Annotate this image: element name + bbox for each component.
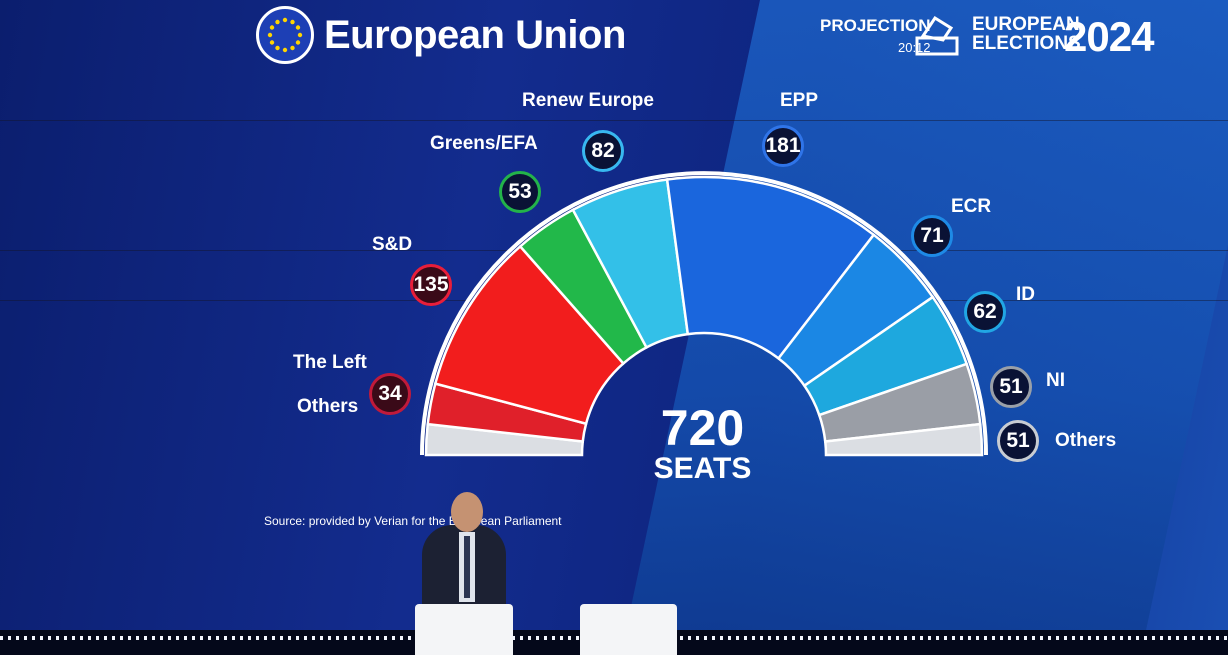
lectern-left xyxy=(415,604,513,655)
speaker-head xyxy=(451,492,483,532)
eu-flag-icon xyxy=(256,6,314,64)
projection-label: PROJECTION xyxy=(820,16,931,35)
page-title: European Union xyxy=(324,12,626,57)
label-ni: NI xyxy=(1046,370,1065,391)
eu-star-icon xyxy=(295,40,301,45)
label-epp: EPP xyxy=(780,90,819,111)
total-seats: 720 SEATS xyxy=(640,402,765,484)
elections-line2: ELECTIONS xyxy=(972,33,1081,54)
badge-sd: 135 xyxy=(410,264,452,306)
label-id: ID xyxy=(1016,284,1035,305)
projection-block: PROJECTION 20:12 xyxy=(820,16,931,55)
seg-epp xyxy=(665,175,876,361)
badge-greens: 53 xyxy=(499,171,541,213)
speaker-tie xyxy=(464,536,470,598)
label-renew: Renew Europe xyxy=(522,90,654,111)
label-others-left: Others xyxy=(297,396,359,417)
label-greens: Greens/EFA xyxy=(430,133,538,154)
badge-ni: 51 xyxy=(990,366,1032,408)
badge-left: 34 xyxy=(369,373,411,415)
label-ecr: ECR xyxy=(951,196,992,217)
seg-others-right xyxy=(823,422,984,457)
ballot-box-icon xyxy=(915,15,959,56)
elections-label: EUROPEAN ELECTIONS xyxy=(972,15,1081,53)
eu-star-icon xyxy=(269,40,275,45)
eu-star-icon xyxy=(267,32,273,38)
total-seats-number: 720 xyxy=(660,400,745,456)
elections-line1: EUROPEAN xyxy=(972,14,1080,35)
badge-ecr: 71 xyxy=(911,215,953,257)
eu-star-icon xyxy=(290,19,295,25)
eu-star-icon xyxy=(275,45,280,51)
badge-id: 62 xyxy=(964,291,1006,333)
eu-star-icon xyxy=(297,32,303,38)
eu-star-icon xyxy=(290,45,295,51)
eu-star-icon xyxy=(275,19,280,25)
badge-renew: 82 xyxy=(582,130,624,172)
election-year: 2024 xyxy=(1064,13,1154,60)
label-left: The Left xyxy=(293,352,367,373)
badge-others: 51 xyxy=(997,420,1039,462)
eu-star-icon xyxy=(282,47,288,53)
eu-star-icon xyxy=(295,25,301,30)
source-note: Source: provided by Verian for the Europ… xyxy=(264,514,562,528)
projection-time: 20:12 xyxy=(897,40,931,55)
scanline xyxy=(0,120,1228,121)
eu-header: European Union xyxy=(256,6,626,64)
lectern-right xyxy=(580,604,677,655)
badge-epp: 181 xyxy=(762,125,804,167)
total-seats-unit: SEATS xyxy=(653,452,752,485)
eu-star-icon xyxy=(269,25,275,30)
label-others-right: Others xyxy=(1055,430,1117,451)
label-sd: S&D xyxy=(372,234,413,255)
eu-star-icon xyxy=(282,17,288,23)
hemicycle-rim xyxy=(420,171,988,456)
